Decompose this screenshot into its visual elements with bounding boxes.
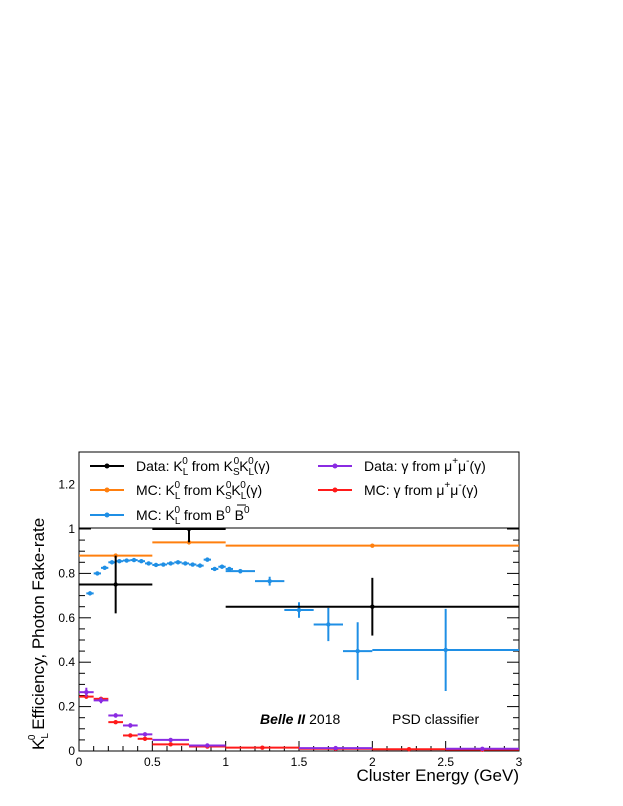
x-tick-label: 2.5 <box>437 755 454 769</box>
y-tick-label: 0.4 <box>58 655 75 669</box>
data-point <box>212 566 217 572</box>
legend-entry-mc-gamma-mumu: MC: γ from μ+μ-(γ) <box>318 480 478 498</box>
x-tick-label: 3 <box>516 755 523 769</box>
x-axis-title: Cluster Energy (GeV) <box>357 766 520 785</box>
data-point <box>267 578 272 584</box>
data-point <box>102 565 107 571</box>
experiment-label: Belle II 2018 <box>260 711 340 727</box>
data-point <box>370 543 375 548</box>
data-point <box>370 604 375 609</box>
method-label: PSD classifier <box>392 711 479 727</box>
data-point <box>84 689 89 695</box>
data-point <box>113 582 118 587</box>
data-point <box>168 737 173 743</box>
y-tick-label: 0.2 <box>58 700 75 714</box>
data-point <box>128 723 133 728</box>
data-point <box>238 568 243 574</box>
x-tick-label: 0.5 <box>144 755 161 769</box>
data-point <box>98 698 104 703</box>
data-point <box>131 557 137 563</box>
data-point <box>260 745 265 750</box>
data-point <box>197 563 203 568</box>
x-tick-label: 0 <box>76 755 83 769</box>
data-point <box>113 719 118 725</box>
y-tick-label: 0 <box>68 744 75 758</box>
data-point <box>219 564 225 569</box>
data-point <box>296 607 302 613</box>
data-marks <box>79 526 519 752</box>
data-point <box>95 571 100 576</box>
legend-entry-mc-kl-kskl: MC: KL0 from KS0KL0(γ) <box>90 480 262 502</box>
y-tick-label: 0.6 <box>58 611 75 625</box>
y-tick-label: 1.2 <box>58 478 75 492</box>
data-point <box>480 746 485 751</box>
data-point <box>139 558 144 564</box>
data-point <box>205 557 210 562</box>
legend-label-data-kl-kskl: Data: KL0 from KS0KL0(γ) <box>136 456 270 478</box>
data-point <box>109 560 115 565</box>
data-point <box>117 558 122 564</box>
legend-entry-data-kl-kskl: Data: KL0 from KS0KL0(γ) <box>90 456 270 478</box>
legend-label-mc-kl-bb: MC: KL0 from B0 B0 <box>136 505 250 527</box>
series-0 <box>79 526 519 636</box>
y-tick-label: 0.8 <box>58 566 75 580</box>
data-point <box>333 745 338 751</box>
data-point <box>168 561 173 566</box>
data-point <box>355 648 360 654</box>
x-tick-label: 2 <box>369 755 376 769</box>
data-point <box>205 743 210 748</box>
legend-label-mc-gamma-mumu: MC: γ from μ+μ-(γ) <box>364 480 478 498</box>
legend: Data: KL0 from KS0KL0(γ) MC: KL0 from KS… <box>78 451 520 529</box>
legend-label-mc-kl-kskl: MC: KL0 from KS0KL0(γ) <box>136 480 262 502</box>
series-2 <box>86 557 519 692</box>
data-point <box>142 736 148 741</box>
data-point <box>443 647 448 653</box>
experiment-year: 2018 <box>309 711 340 727</box>
data-point <box>183 561 188 566</box>
legend-entry-mc-kl-bb: MC: KL0 from B0 B0 <box>90 504 250 527</box>
data-point <box>87 591 93 596</box>
data-point <box>161 562 166 567</box>
experiment-name: Belle II <box>260 711 306 727</box>
x-tick-label: 1.5 <box>291 755 308 769</box>
data-point <box>168 742 173 747</box>
data-point <box>406 747 412 752</box>
legend-box <box>78 451 520 529</box>
y-axis-title: KL0 Efficiency, Photon Fake-rate <box>27 518 51 750</box>
series-1 <box>79 540 519 558</box>
y-tick-label: 1 <box>68 522 75 536</box>
data-point <box>128 733 133 738</box>
x-tick-label: 1 <box>222 755 229 769</box>
data-point <box>227 566 232 572</box>
data-point <box>153 562 159 568</box>
data-point <box>326 622 331 627</box>
data-point <box>175 560 181 565</box>
data-point <box>190 562 195 567</box>
data-point <box>113 713 118 718</box>
data-point <box>146 561 151 566</box>
data-point <box>142 732 148 737</box>
data-point <box>124 558 129 563</box>
series-3 <box>79 687 519 751</box>
